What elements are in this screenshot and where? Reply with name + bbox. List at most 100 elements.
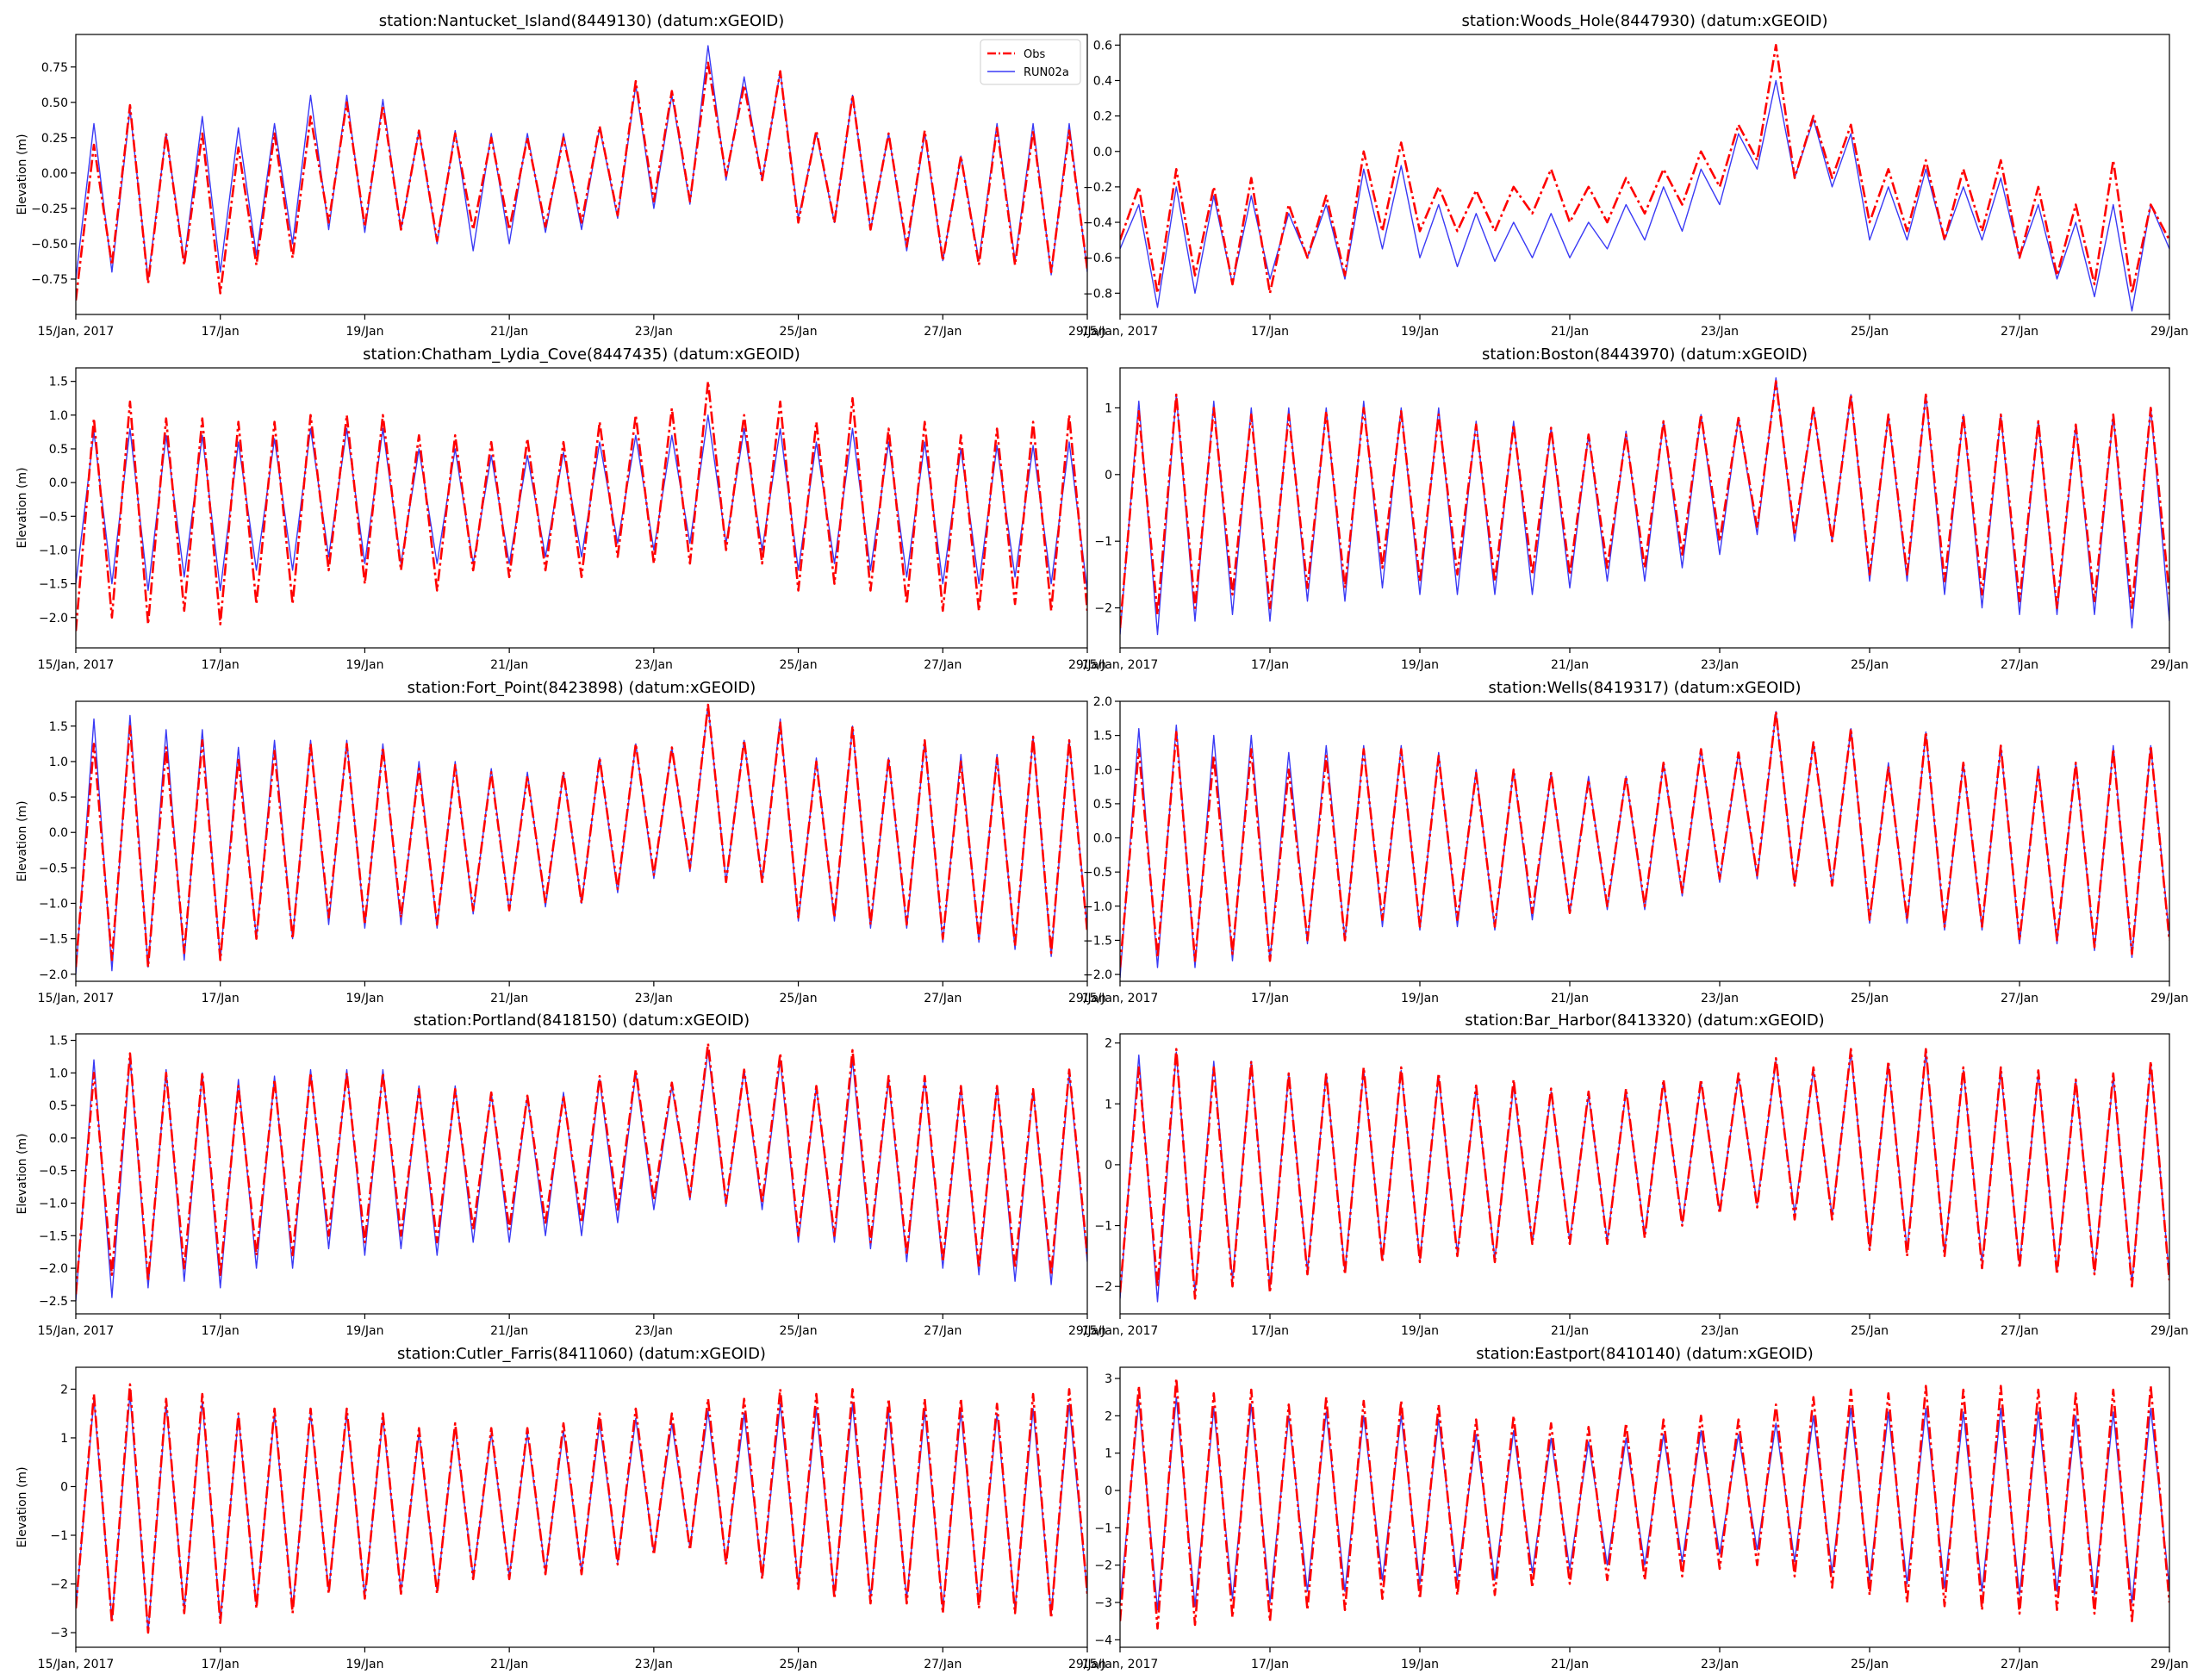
series-line-run02a (76, 45, 1087, 280)
y-tick-label: −0.5 (1083, 866, 1112, 880)
axes-frame (75, 1366, 1088, 1648)
x-tick-label: 23/Jan (1701, 325, 1739, 339)
chart-title: station:Boston(8443970) (datum:xGEOID) (1482, 345, 1808, 364)
y-axis-label: Elevation (m) (16, 134, 29, 215)
y-tick-label: −0.5 (39, 862, 68, 875)
y-tick-label: 0 (1105, 469, 1112, 482)
y-tick-label: 0.0 (49, 476, 68, 490)
x-tick-label: 15/Jan, 2017 (1082, 658, 1159, 672)
x-tick-label: 15/Jan, 2017 (1082, 1324, 1159, 1338)
y-tick-label: 2 (1105, 1037, 1112, 1051)
y-tick-label: 0.0 (1093, 832, 1112, 846)
y-tick-label: 0.5 (49, 1099, 68, 1113)
chart-title: station:Wells(8419317) (datum:xGEOID) (1488, 679, 1801, 697)
series-line-obs (1120, 1048, 2169, 1300)
y-tick-label: −3 (50, 1627, 68, 1640)
x-tick-label: 17/Jan (1251, 1658, 1289, 1671)
x-tick-label: 21/Jan (1551, 658, 1589, 672)
y-tick-label: 1.5 (49, 376, 68, 389)
x-tick-label: 19/Jan (345, 658, 383, 672)
subplot-6: station:Wells(8419317) (datum:xGEOID) −2.… (1082, 679, 2188, 1005)
x-tick-label: 25/Jan (780, 658, 818, 672)
series-line-run02a (76, 704, 1087, 974)
series-line-obs (76, 1042, 1087, 1295)
y-tick-label: −1.5 (39, 578, 68, 592)
y-axis-label: Elevation (m) (16, 1466, 29, 1547)
x-tick-label: 27/Jan (924, 1658, 962, 1671)
x-tick-label: 21/Jan (1551, 1658, 1589, 1671)
x-tick-label: 21/Jan (490, 1324, 528, 1338)
x-tick-label: 21/Jan (490, 1658, 528, 1671)
x-tick-label: 29/Jan (1068, 1324, 1106, 1338)
x-tick-label: 25/Jan (1851, 658, 1889, 672)
x-tick-label: 19/Jan (1401, 658, 1439, 672)
x-tick-label: 23/Jan (1701, 1324, 1739, 1338)
series-line-run02a (76, 1393, 1087, 1633)
subplot-3: station:Chatham_Lydia_Cove(8447435) (dat… (16, 345, 1106, 672)
y-tick-label: −2.0 (39, 1262, 68, 1276)
y-tick-label: −3 (1094, 1596, 1112, 1610)
y-tick-label: −0.4 (1083, 216, 1112, 230)
x-tick-label: 27/Jan (2001, 325, 2038, 339)
plot-area (1120, 43, 2169, 312)
x-tick-label: 21/Jan (490, 992, 528, 1005)
series-line-obs (76, 61, 1087, 301)
x-tick-label: 27/Jan (2001, 1324, 2038, 1338)
chart-title: station:Woods_Hole(8447930) (datum:xGEOI… (1461, 12, 1827, 30)
x-tick-label: 29/Jan (1068, 1658, 1106, 1671)
series-line-run02a (76, 414, 1087, 592)
x-tick-label: 17/Jan (1251, 325, 1289, 339)
x-tick-label: 15/Jan, 2017 (1082, 992, 1159, 1005)
y-tick-label: 0.5 (49, 443, 68, 457)
y-tick-label: −1.0 (39, 544, 68, 557)
y-tick-label: −0.50 (31, 238, 68, 252)
plot-area (76, 380, 1087, 632)
y-tick-label: 0.0 (49, 826, 68, 840)
subplot-5: station:Fort_Point(8423898) (datum:xGEOI… (16, 679, 1106, 1005)
y-tick-label: 1 (1105, 1098, 1112, 1111)
x-tick-label: 25/Jan (1851, 1324, 1889, 1338)
subplot-10: station:Eastport(8410140) (datum:xGEOID)… (1082, 1345, 2188, 1671)
x-tick-label: 15/Jan, 2017 (38, 658, 115, 672)
y-tick-label: 0 (1105, 1159, 1112, 1173)
x-tick-label: 29/Jan (2150, 325, 2188, 339)
plot-area (1120, 1377, 2169, 1630)
axes-frame (75, 1033, 1088, 1315)
y-tick-label: 1 (1105, 401, 1112, 415)
x-tick-label: 15/Jan, 2017 (38, 992, 115, 1005)
x-tick-label: 25/Jan (780, 1658, 818, 1671)
y-tick-label: −1.5 (39, 933, 68, 947)
x-tick-label: 23/Jan (635, 325, 673, 339)
x-tick-label: 19/Jan (1401, 1658, 1439, 1671)
x-tick-label: 25/Jan (780, 1324, 818, 1338)
x-tick-label: 23/Jan (635, 1658, 673, 1671)
y-tick-label: −2.0 (39, 612, 68, 625)
x-tick-label: 23/Jan (635, 1324, 673, 1338)
y-tick-label: 1 (60, 1432, 68, 1446)
y-tick-label: −2.0 (1083, 968, 1112, 982)
chart-title: station:Bar_Harbor(8413320) (datum:xGEOI… (1465, 1011, 1824, 1030)
x-tick-label: 29/Jan (1068, 992, 1106, 1005)
series-line-obs (76, 703, 1087, 968)
subplot-4: station:Boston(8443970) (datum:xGEOID) −2… (1082, 345, 2188, 672)
x-tick-label: 25/Jan (780, 325, 818, 339)
chart-title: station:Portland(8418150) (datum:xGEOID) (414, 1011, 750, 1030)
x-tick-label: 27/Jan (2001, 658, 2038, 672)
y-tick-label: −0.8 (1083, 287, 1112, 301)
y-tick-label: 1.5 (1093, 730, 1112, 744)
x-tick-label: 19/Jan (345, 1658, 383, 1671)
x-tick-label: 19/Jan (345, 992, 383, 1005)
subplot-7: station:Portland(8418150) (datum:xGEOID)… (16, 1011, 1106, 1338)
series-line-run02a (1120, 711, 2169, 979)
axes-frame (75, 34, 1088, 315)
plot-area (1120, 710, 2169, 979)
y-tick-label: 1.0 (49, 409, 68, 423)
plot-area (76, 45, 1087, 301)
x-tick-label: 21/Jan (1551, 992, 1589, 1005)
axes-frame (1119, 34, 2170, 315)
y-axis-label: Elevation (m) (16, 800, 29, 881)
y-tick-label: −0.2 (1083, 181, 1112, 195)
x-tick-label: 15/Jan, 2017 (1082, 1658, 1159, 1671)
y-tick-label: −0.6 (1083, 252, 1112, 265)
y-tick-label: 0.6 (1093, 39, 1112, 53)
